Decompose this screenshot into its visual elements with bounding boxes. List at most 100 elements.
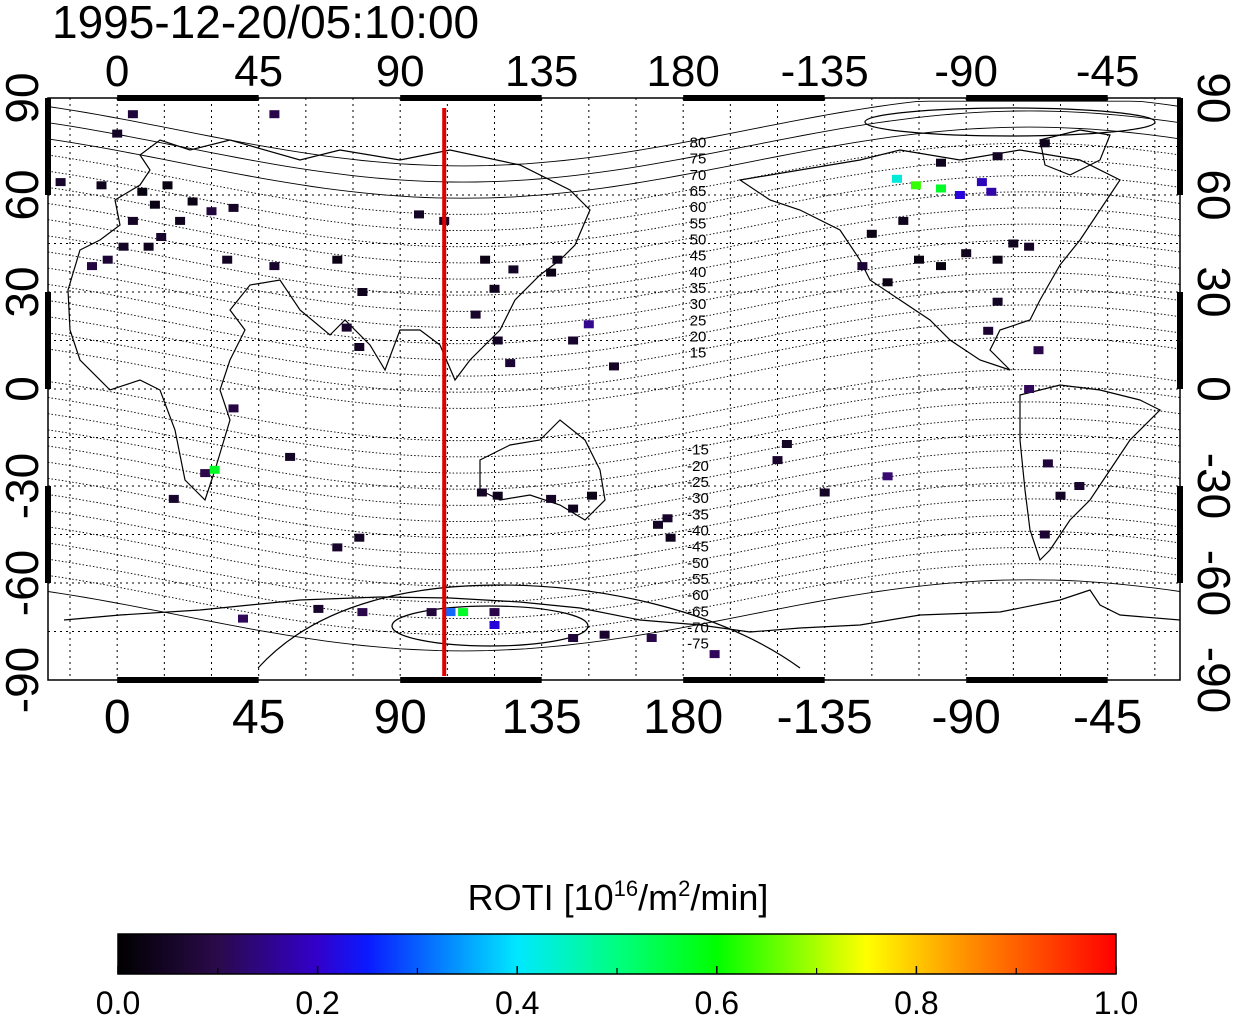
roti-point	[857, 262, 868, 271]
roti-point	[87, 262, 97, 271]
contour-label: 50	[690, 232, 707, 249]
contour-label: 80	[690, 135, 707, 152]
left-lat-tick-label: 30	[0, 266, 48, 317]
left-latitude-labels: 90 60 30 0 -30 -60 -90	[0, 72, 48, 713]
bottom-longitude-labels: 0 45 90 135 180 -135 -90 -45	[104, 691, 1143, 744]
roti-point	[426, 608, 437, 617]
frame-bar-bottom	[117, 677, 259, 683]
roti-point	[552, 255, 563, 264]
bottom-lon-tick-label: 90	[373, 691, 426, 744]
roti-point	[470, 310, 481, 319]
roti-point	[772, 456, 783, 465]
coastline-south-america	[1019, 384, 1162, 562]
roti-point	[992, 297, 1003, 306]
roti-point	[866, 229, 877, 238]
roti-point	[313, 604, 324, 613]
roti-point	[1039, 139, 1050, 148]
roti-point	[665, 533, 676, 542]
top-lon-tick-label: 90	[376, 47, 425, 96]
contour-line	[48, 223, 1180, 296]
roti-point	[781, 440, 792, 448]
contour-line	[48, 142, 1180, 215]
contour-label: 40	[690, 264, 707, 281]
contour-label: 75	[690, 151, 707, 168]
contour-label: -60	[687, 587, 709, 604]
contour-label: -35	[687, 506, 709, 523]
roti-point	[209, 465, 220, 474]
contour-line	[48, 336, 1180, 409]
magnetic-latitude-contours	[48, 100, 1180, 669]
contour-label: 15	[690, 345, 707, 362]
colorbar-tick-label: 1.0	[1094, 985, 1138, 1021]
frame-bar-left	[45, 292, 51, 389]
contour-line	[48, 563, 1180, 636]
roti-point	[445, 608, 456, 617]
contour-line	[48, 385, 1180, 458]
roti-point	[1055, 491, 1066, 500]
roti-point	[976, 178, 987, 187]
roti-point	[1074, 482, 1085, 490]
roti-point	[936, 158, 946, 167]
top-lon-tick-label: -135	[781, 47, 869, 96]
bottom-lon-tick-label: -45	[1073, 691, 1142, 744]
top-lon-tick-label: 45	[234, 47, 283, 96]
contour-line	[48, 579, 1180, 652]
left-lat-tick-label: 90	[0, 72, 48, 123]
right-lat-tick-label: 0	[1188, 376, 1240, 402]
contour-label: -15	[687, 442, 709, 459]
contour-label: -70	[687, 620, 709, 637]
top-lon-tick-label: 180	[646, 47, 719, 96]
colorbar-tick-label: 0.8	[894, 985, 938, 1021]
right-lat-tick-label: 60	[1188, 169, 1240, 220]
frame-bar-top	[400, 95, 542, 101]
left-lat-tick-label: 0	[0, 376, 48, 402]
left-lat-tick-label: -90	[0, 647, 48, 713]
left-lat-tick-label: -30	[0, 453, 48, 519]
contour-line	[48, 530, 1180, 603]
roti-point	[489, 608, 500, 617]
roti-point	[819, 488, 830, 497]
roti-point	[143, 242, 154, 251]
right-lat-tick-label: -30	[1188, 453, 1240, 519]
roti-point	[646, 634, 657, 642]
roti-point	[992, 255, 1003, 264]
roti-point	[118, 242, 129, 251]
roti-point	[583, 320, 594, 329]
top-lon-tick-label: -45	[1076, 47, 1140, 96]
right-lat-tick-label: -60	[1188, 550, 1240, 616]
colorbar-tick-label: 0.2	[295, 985, 339, 1021]
roti-point	[332, 255, 343, 264]
roti-point	[228, 203, 239, 212]
roti-point	[662, 514, 673, 523]
roti-point	[200, 469, 211, 478]
contour-line	[48, 191, 1180, 264]
south-pole-contour-outer	[257, 584, 801, 669]
roti-point	[112, 129, 123, 138]
contour-label: 25	[690, 312, 707, 329]
contour-label: -40	[687, 523, 709, 540]
roti-point	[96, 181, 107, 190]
colorbar-tick-label: 0.6	[695, 985, 739, 1021]
roti-point	[354, 343, 365, 351]
roti-point	[587, 491, 597, 500]
roti-point	[175, 216, 186, 225]
contour-line	[48, 401, 1180, 474]
contour-line	[48, 110, 1180, 183]
roti-point	[546, 268, 557, 277]
contour-label: -55	[687, 571, 709, 588]
roti-point	[269, 262, 280, 271]
roti-point	[492, 491, 503, 500]
colorbar-tick-label: 0.4	[495, 985, 539, 1021]
roti-point	[102, 255, 113, 264]
roti-point	[1024, 242, 1035, 251]
roti-point	[489, 621, 500, 629]
frame-bar-right	[1177, 98, 1183, 195]
right-lat-tick-label: 30	[1188, 266, 1240, 317]
contour-line	[48, 482, 1180, 555]
roti-point	[892, 174, 902, 183]
contour-line	[48, 449, 1180, 523]
roti-point	[357, 608, 368, 617]
roti-point	[187, 197, 198, 206]
roti-point	[55, 178, 66, 187]
bottom-lon-tick-label: 0	[104, 691, 131, 744]
